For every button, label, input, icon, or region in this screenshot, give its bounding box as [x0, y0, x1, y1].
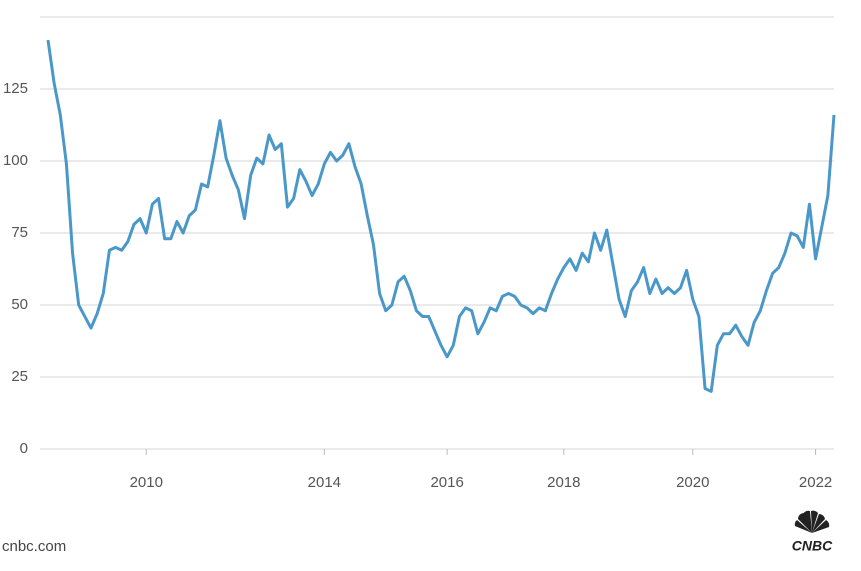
logo-feather	[794, 520, 812, 533]
source: cnbc.com	[2, 538, 66, 555]
logo-text: CNBC	[792, 538, 833, 554]
line	[46, 39, 836, 393]
x-tick-label: 2020	[676, 474, 709, 491]
x-tick-label: 2010	[130, 474, 163, 491]
y-tick-label: 75	[11, 224, 28, 241]
logo-feather	[812, 513, 825, 533]
y-tick-label: 50	[11, 296, 28, 313]
y-tick-label: 0	[20, 440, 28, 457]
logo-feather	[803, 510, 812, 533]
y-tick-label: 100	[3, 152, 28, 169]
x-tick-label: 2014	[308, 474, 341, 491]
x-tick-label: 2016	[430, 474, 463, 491]
y-tick-label: 25	[11, 368, 28, 385]
logo-feather	[811, 510, 818, 533]
x-tick-label: 2018	[547, 474, 580, 491]
x-tick-label: 2022	[799, 474, 832, 491]
y-tick-label: 125	[3, 80, 28, 97]
logo-feather	[798, 513, 812, 533]
cnbc-logo: CNBC	[792, 510, 833, 554]
logo-feather	[812, 520, 830, 533]
